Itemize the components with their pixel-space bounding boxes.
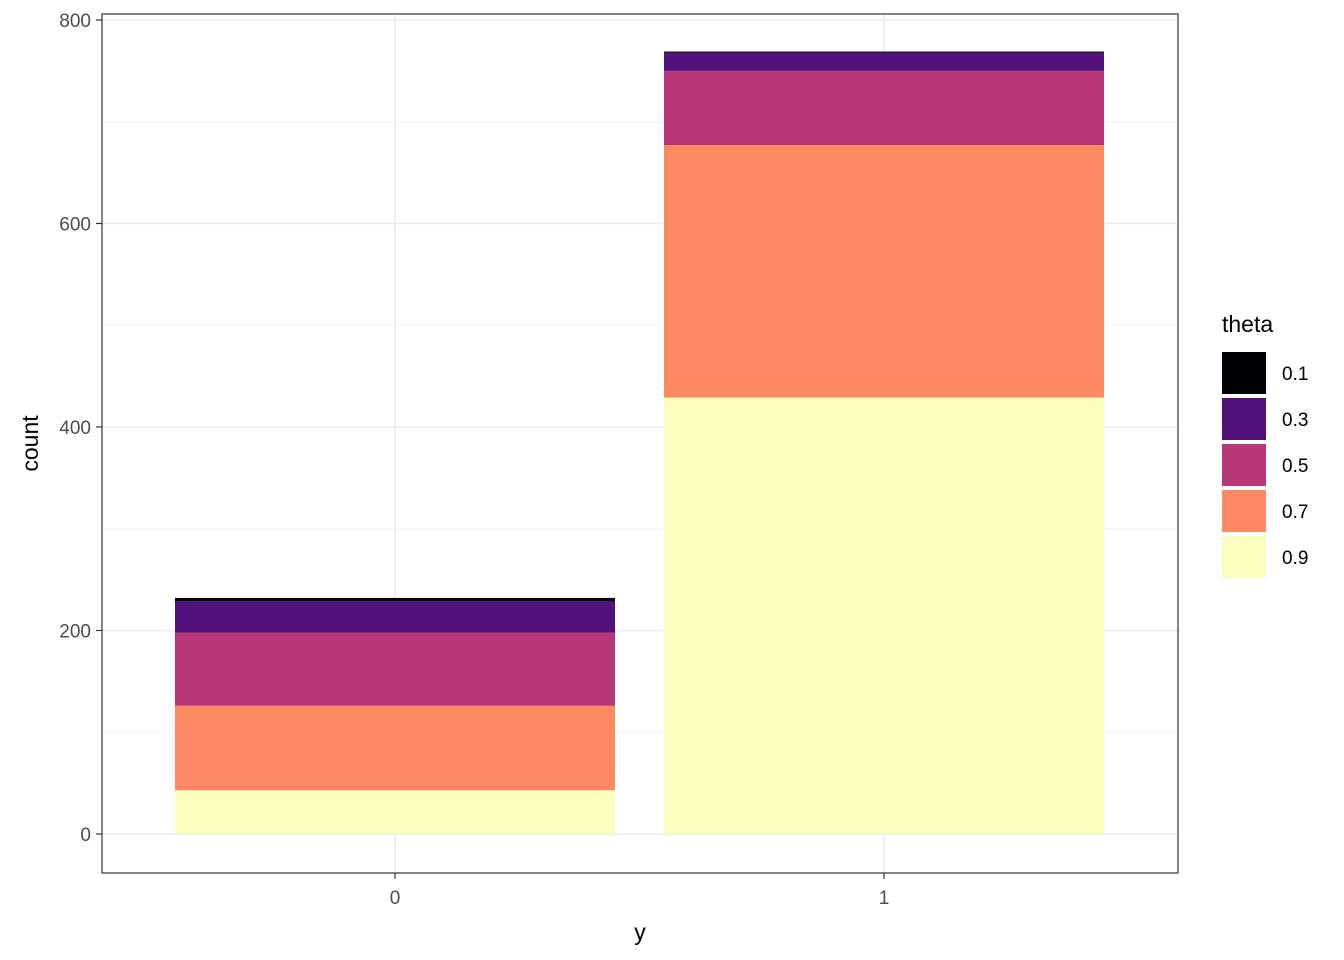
panel-border — [101, 13, 1179, 874]
legend-label: 0.9 — [1282, 548, 1308, 569]
y-tick-label: 800 — [59, 11, 91, 32]
bar-segment-1-theta-0_1 — [664, 51, 1104, 53]
x-axis-title: y — [634, 919, 646, 945]
bar-segment-1-theta-0_3 — [664, 52, 1104, 71]
bar-segment-0-theta-0_1 — [175, 597, 615, 601]
y-tick-label: 0 — [80, 825, 91, 846]
legend-swatch-0_9 — [1222, 536, 1266, 578]
legend-swatch-0_1 — [1222, 352, 1266, 394]
bar-segment-0-theta-0_9 — [175, 790, 615, 834]
y-tick-label: 200 — [59, 622, 91, 643]
y-axis-title: count — [17, 415, 43, 472]
legend-label: 0.5 — [1282, 456, 1308, 477]
bar-segment-1-theta-0_9 — [664, 397, 1104, 834]
bars-layer — [175, 51, 1104, 834]
x-tick-label: 1 — [879, 888, 890, 909]
y-tick-label: 600 — [59, 215, 91, 236]
bar-segment-0-theta-0_7 — [175, 705, 615, 791]
legend-label: 0.7 — [1282, 502, 1308, 523]
legend-title: theta — [1222, 311, 1273, 337]
bar-segment-0-theta-0_3 — [175, 600, 615, 633]
bar-segment-0-theta-0_5 — [175, 632, 615, 706]
legend-label: 0.1 — [1282, 364, 1308, 385]
x-tick-label: 0 — [390, 888, 401, 909]
bar-segment-1-theta-0_5 — [664, 70, 1104, 146]
legend-label: 0.3 — [1282, 410, 1308, 431]
legend: theta 0.1 0.3 0.5 0.7 0.9 — [1222, 311, 1308, 578]
legend-swatch-0_3 — [1222, 398, 1266, 440]
bar-segment-1-theta-0_7 — [664, 145, 1104, 398]
y-tick-label: 400 — [59, 418, 91, 439]
legend-swatch-0_5 — [1222, 444, 1266, 486]
y-axis: 0 200 400 600 800 — [59, 11, 102, 846]
legend-swatch-0_7 — [1222, 490, 1266, 532]
